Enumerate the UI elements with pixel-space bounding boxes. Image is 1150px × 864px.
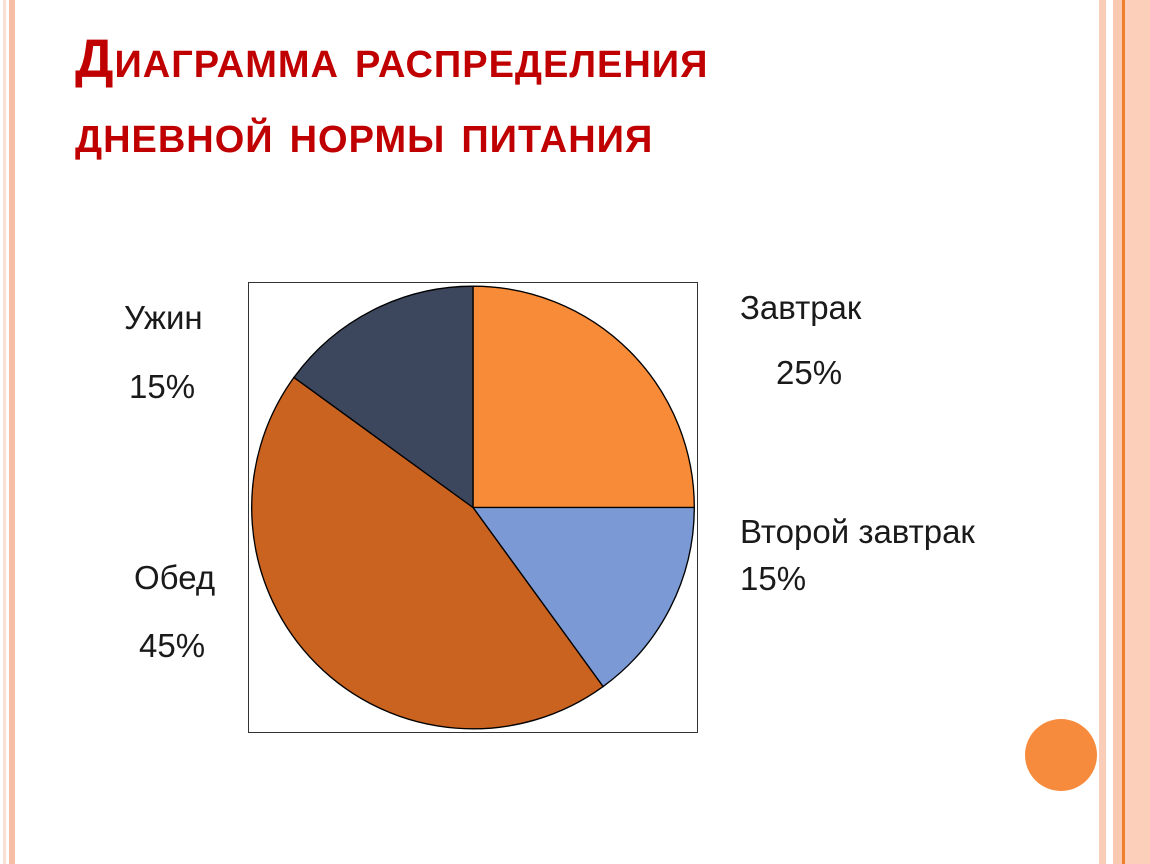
label-breakfast-pct: 25%	[776, 354, 843, 391]
label-second-breakfast-name: Второй завтрак	[740, 513, 975, 550]
right-border-stripe-line	[1122, 0, 1125, 864]
pie-slice-second-breakfast	[471, 506, 695, 688]
slide-title-line2: дневной нормы питания	[75, 103, 654, 164]
right-border-stripe	[1113, 0, 1122, 864]
label-dinner-name: Ужин	[124, 299, 203, 336]
pie-chart	[251, 285, 695, 730]
label-breakfast-name: Завтрак	[740, 289, 862, 326]
left-border-stripe	[9, 0, 15, 864]
right-border-stripe-thin	[1099, 0, 1106, 864]
slide-title-line1: Диаграмма распределения	[75, 29, 709, 89]
pie-slice-breakfast	[472, 285, 695, 509]
pie-slice-lunch	[251, 376, 605, 730]
label-lunch-name: Обед	[134, 559, 216, 596]
slide-title: Диаграмма распределения дневной нормы пи…	[75, 22, 1055, 171]
label-second-breakfast-pct: 15%	[740, 560, 807, 597]
right-border-stripe-wide	[1125, 0, 1150, 864]
left-border-stripe-thin	[3, 0, 6, 864]
pie-slice-dinner	[293, 285, 474, 509]
label-dinner-pct: 15%	[129, 368, 196, 405]
label-lunch-pct: 45%	[139, 627, 206, 664]
chart-frame	[248, 282, 698, 733]
orange-circle-decor	[1025, 719, 1097, 791]
